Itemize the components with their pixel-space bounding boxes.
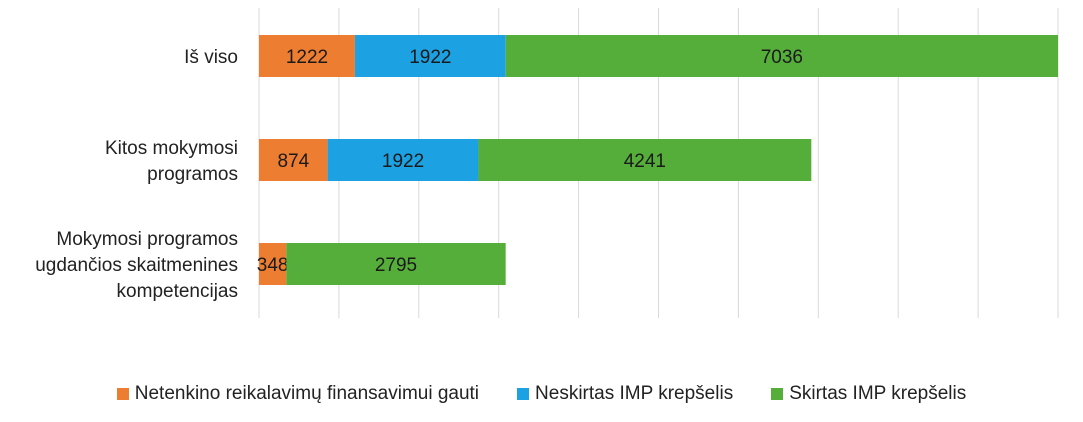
category-label: programos bbox=[147, 164, 238, 185]
legend-label: Netenkino reikalavimų finansavimui gauti bbox=[134, 383, 480, 404]
data-label: 1922 bbox=[409, 47, 451, 68]
category-label: Kitos mokymosi bbox=[105, 138, 238, 159]
data-label: 874 bbox=[277, 151, 309, 172]
bar-segment bbox=[286, 243, 506, 285]
data-label: 4241 bbox=[624, 151, 666, 172]
category-label: Mokymosi programos bbox=[56, 229, 238, 250]
bar-segment bbox=[327, 139, 479, 181]
legend-item: Netenkino reikalavimų finansavimui gauti bbox=[116, 383, 480, 405]
bar-segment bbox=[505, 35, 1058, 77]
legend-label: Neskirtas IMP krepšelis bbox=[535, 383, 734, 404]
legend-item: Neskirtas IMP krepšelis bbox=[517, 383, 733, 405]
bar-segment bbox=[259, 139, 328, 181]
category-label: kompetencijas bbox=[117, 281, 238, 302]
bar-segment bbox=[478, 139, 812, 181]
category-label: Iš viso bbox=[184, 47, 238, 68]
legend-item: Skirtas IMP krepšelis bbox=[771, 383, 966, 405]
data-label: 7036 bbox=[761, 47, 803, 68]
legend-swatch bbox=[771, 388, 784, 400]
bar-segment bbox=[259, 35, 355, 77]
category-labels: Iš viso Kitos mokymosi programos Mokymosi p… bbox=[35, 47, 238, 302]
legend-swatch bbox=[517, 388, 530, 400]
legend-label: Skirtas IMP krepšelis bbox=[789, 383, 967, 404]
legend-swatch bbox=[116, 388, 129, 400]
data-label: 348 bbox=[257, 255, 289, 276]
bars: 1222 1922 7036 874 1922 4241 348 2795 bbox=[257, 35, 1058, 285]
bar-segment bbox=[354, 35, 506, 77]
data-label: 2795 bbox=[375, 255, 417, 276]
data-label: 1922 bbox=[382, 151, 424, 172]
category-label: ugdančios skaitmenines bbox=[35, 255, 238, 276]
chart-plot: 1222 1922 7036 874 1922 4241 348 2795 Iš viso Ki… bbox=[35, 8, 1059, 318]
legend: Netenkino reikalavimų finansavimui gauti… bbox=[0, 383, 1083, 405]
bar-segment bbox=[259, 243, 287, 285]
data-label: 1222 bbox=[286, 47, 328, 68]
